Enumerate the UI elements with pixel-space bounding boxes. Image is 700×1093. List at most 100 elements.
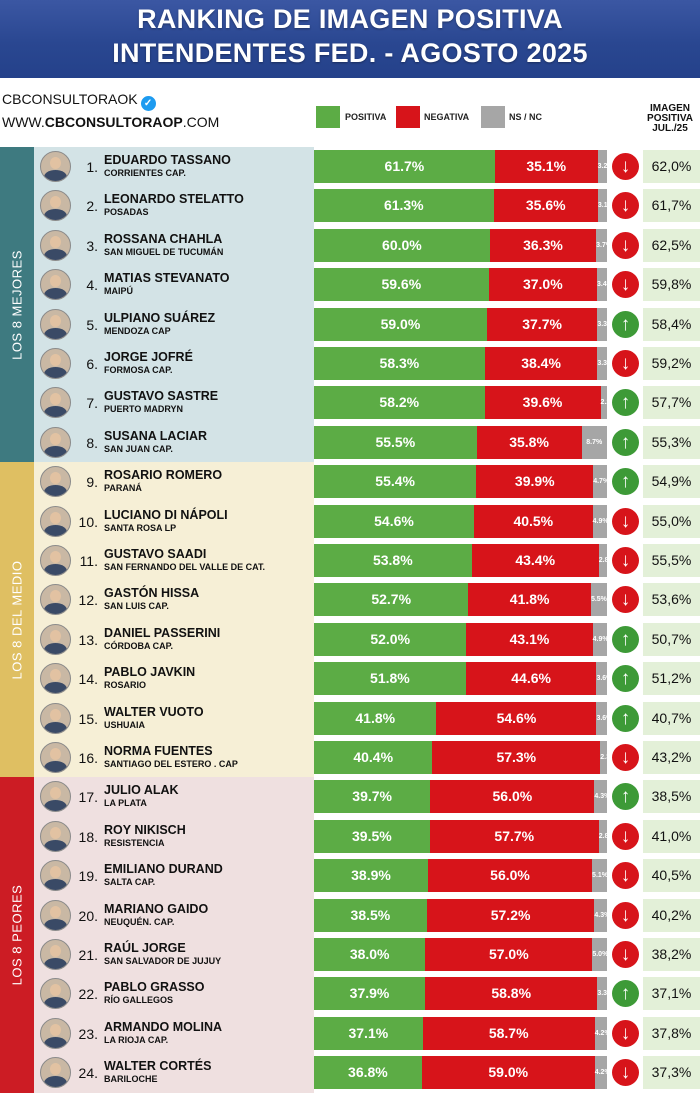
rank-number: 16. (78, 750, 98, 766)
table-row: 5. ULPIANO SUÁREZ MENDOZA CAP 59.0% 37.7% 3.3… (0, 305, 700, 344)
prev-header-line-3: JUL./25 (652, 123, 688, 134)
bar-positive-label: 41.8% (355, 709, 396, 726)
avatar (40, 820, 71, 852)
avatar (40, 151, 71, 182)
city-name: ROSARIO (104, 680, 147, 691)
avatar-head (50, 354, 61, 366)
bar-negative-label: 43.1% (509, 630, 550, 647)
city-name: SAN LUIS CAP. (104, 601, 169, 612)
bar-ns-nc-label: 3.7% (596, 241, 613, 249)
bar-ns-nc: 2.8% (598, 544, 615, 577)
bar-ns-nc-label: 4.9% (592, 517, 609, 525)
arrow-down-icon: ↓ (612, 547, 639, 574)
bar-negative-label: 41.8% (509, 591, 550, 608)
bar-negative-label: 35.1% (526, 158, 567, 174)
title-banner: RANKING DE IMAGEN POSITIVA INTENDENTES F… (0, 0, 700, 78)
previous-positive-value: 51,2% (643, 662, 700, 696)
arrow-up-icon: ↑ (612, 428, 639, 456)
avatar-head (50, 905, 61, 918)
city-name: PARANÁ (104, 483, 142, 494)
bar-positive-label: 52.0% (370, 630, 411, 647)
arrow-up-icon: ↑ (612, 665, 639, 693)
avatar-head (50, 669, 61, 682)
mayor-name: ROSSANA CHAHLA (104, 231, 223, 246)
bar-negative: 58.7% (422, 1016, 595, 1050)
bar-ns-nc: 4.2% (594, 1056, 611, 1090)
bar-positive-label: 61.3% (383, 197, 424, 214)
avatar-body (44, 327, 67, 339)
bar-positive-label: 37.9% (349, 985, 390, 1002)
table-row: 21. RAÚL JORGE SAN SALVADOR DE JUJUY 38.0% 5… (0, 935, 700, 974)
arrow-down-icon: ↓ (612, 586, 639, 614)
previous-positive-value: 57,7% (643, 386, 700, 420)
bar-ns-nc-label: 8.7% (586, 438, 603, 446)
bar-negative: 56.0% (430, 780, 595, 814)
avatar-body (44, 367, 67, 378)
bar-positive: 61.7% (314, 150, 495, 183)
bar-negative: 58.8% (425, 977, 598, 1011)
city-name: MAIPÚ (104, 286, 133, 297)
table-row: 9. ROSARIO ROMERO PARANÁ 55.4% 39.9% 4.7% ↑ 54,… (0, 462, 700, 501)
bar-ns-nc: 5.0% (592, 938, 608, 971)
previous-positive-value: 53,6% (643, 583, 700, 617)
bar-ns-nc-label: 4.3% (594, 793, 611, 801)
rank-number: 23. (78, 1025, 98, 1042)
bar-negative-label: 57.0% (488, 946, 529, 962)
bar-negative: 43.4% (471, 544, 599, 577)
arrow-up-icon: ↑ (612, 704, 639, 732)
table-row: 4. MATIAS STEVANATO MAIPÚ 59.6% 37.0% 3.4% ↓ 59… (0, 265, 700, 304)
bar-positive-label: 36.8% (348, 1064, 388, 1081)
mayor-name: RAÚL JORGE (104, 941, 186, 955)
previous-positive-value: 50,7% (643, 622, 700, 656)
bar-ns-nc: 2.2 (600, 386, 610, 420)
avatar-head (50, 945, 61, 957)
avatar-body (44, 958, 67, 969)
bar-negative: 44.6% (465, 662, 597, 696)
avatar-head (50, 708, 61, 721)
bar-positive-label: 51.8% (370, 670, 410, 687)
bar-positive: 37.9% (314, 977, 426, 1011)
previous-positive-value: 41,0% (643, 819, 700, 853)
prev-header-line-1: IMAGEN (650, 103, 690, 114)
mayor-name: GUSTAVO SASTRE (104, 389, 219, 404)
bar-positive: 39.7% (314, 780, 431, 814)
mayor-name: EDUARDO TASSANO (104, 153, 231, 167)
bar-ns-nc-label: 3.3% (597, 990, 614, 998)
bar-positive: 60.0% (314, 228, 490, 262)
bar-positive-label: 52.7% (371, 591, 412, 608)
previous-positive-value: 55,0% (643, 504, 700, 538)
bar-ns-nc: 4.9% (592, 504, 609, 538)
avatar-body (44, 1076, 67, 1088)
verified-badge-icon: ✓ (140, 96, 156, 111)
bar-ns-nc: 5.5% (590, 583, 607, 617)
brand-handle-text: CBCONSULTORAOK (2, 91, 138, 107)
rank-number: 3. (86, 237, 98, 254)
mayor-name: PABLO JAVKIN (104, 665, 196, 680)
legend-label-2: NEGATIVA (424, 112, 470, 122)
previous-positive-value: 38,5% (643, 780, 700, 814)
avatar-head (50, 826, 61, 839)
previous-positive-value: 55,5% (643, 544, 700, 577)
arrow-down-icon: ↓ (612, 192, 639, 220)
table-row: 3. ROSSANA CHAHLA SAN MIGUEL DE TUCUMÁN 60.… (0, 226, 700, 265)
bar-ns-nc-label: 4.7% (593, 478, 610, 486)
avatar-head (50, 472, 61, 485)
previous-positive-value: 59,2% (643, 347, 700, 380)
previous-positive-value: 37,8% (643, 1016, 700, 1050)
previous-positive-value: 54,9% (643, 465, 700, 499)
bar-positive: 58.3% (314, 347, 485, 380)
group-band-1: LOS 8 MEJORES (0, 147, 34, 463)
city-name: BARILOCHE (104, 1074, 158, 1085)
city-name: USHUAIA (104, 719, 146, 730)
avatar (40, 899, 71, 931)
bar-ns-nc: 3.3% (597, 307, 613, 341)
avatar-head (50, 866, 61, 879)
bar-negative: 43.1% (466, 622, 593, 656)
arrow-down-icon: ↓ (612, 271, 639, 299)
bar-negative-label: 54.6% (496, 709, 537, 726)
bar-positive: 41.8% (314, 701, 437, 735)
table-row: 24. WALTER CORTÉS BARILOCHE 36.8% 59.0% 4.2% ↓… (0, 1053, 700, 1092)
bar-negative: 39.9% (476, 465, 594, 499)
rank-number: 24. (78, 1065, 98, 1082)
bar-negative: 56.0% (427, 859, 593, 893)
